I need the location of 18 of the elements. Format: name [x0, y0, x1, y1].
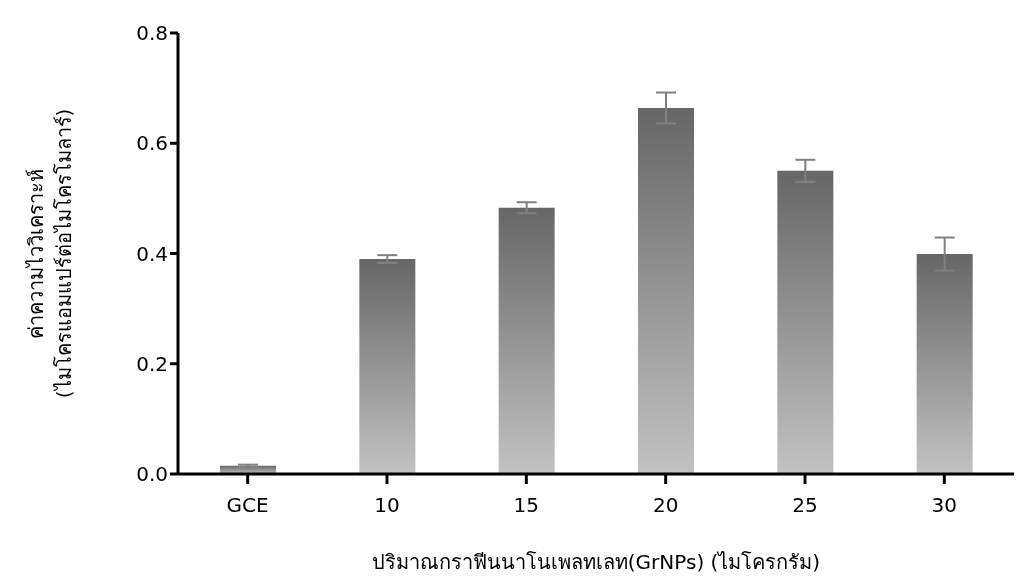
x-tick-label: 20 [652, 493, 679, 518]
y-tick-label: 0.0 [136, 462, 168, 487]
y-tick-label: 0.8 [136, 21, 168, 46]
y-tick-label: 0.6 [136, 131, 168, 156]
y-tick-label: 0.2 [136, 351, 168, 376]
x-tick-label: 15 [513, 493, 540, 518]
bar [498, 207, 555, 474]
y-tick-label: 0.4 [136, 241, 168, 266]
bar [916, 254, 973, 474]
x-tick-label: 30 [931, 493, 958, 518]
x-tick-label: 25 [792, 493, 818, 518]
y-axis-title: ค่าความไววิเคราะห์ (ไมโครแอมแปร์ต่อไมโครโมลาร์) [24, 108, 76, 399]
x-tick-label: GCE [226, 493, 269, 518]
bar [638, 107, 694, 474]
bar [359, 259, 416, 474]
x-axis-title: ปริมาณกราฟีนนาโนเพลทเลท(GrNPs) (ไมโครกรัม) [371, 550, 821, 574]
bar [777, 170, 834, 474]
x-tick-label: 10 [374, 493, 400, 518]
